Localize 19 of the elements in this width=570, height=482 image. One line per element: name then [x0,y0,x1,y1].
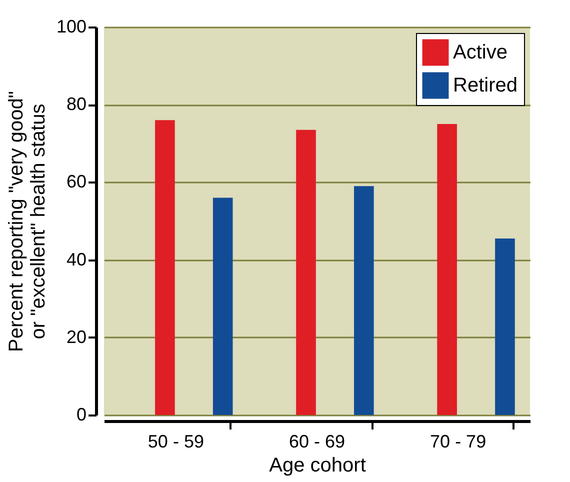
bar [296,130,316,415]
legend-label: Active [453,42,508,64]
bar [155,120,175,415]
x-tick-label: 70 - 79 [430,432,486,452]
x-tick-label: 60 - 69 [288,432,346,452]
x-axis-title: Age cohort [269,454,366,476]
bar [212,198,233,415]
y-axis-title: Percent reporting "very good" or "excellent" health status [5,90,50,352]
y-tick-label: 40 [66,249,86,270]
legend-label: Retired [453,74,518,96]
y-tick-label: 20 [66,326,86,347]
bar [437,124,457,415]
x-tick-label: 50 - 59 [148,432,204,452]
y-tick-label: 100 [56,16,86,36]
y-tick-label: 80 [66,94,86,114]
y-tick-label: 60 [66,172,86,192]
bar [495,238,515,415]
bar [354,186,374,415]
y-tick-label: 0 [76,404,86,424]
